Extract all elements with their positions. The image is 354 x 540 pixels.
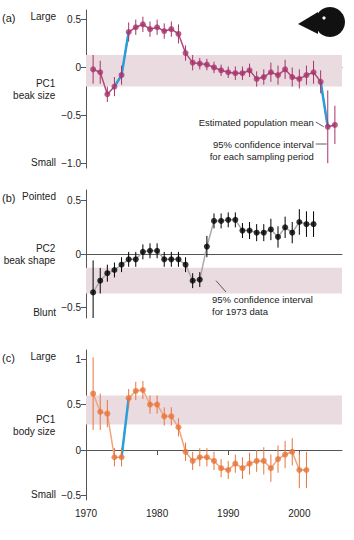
svg-text:Pointed: Pointed — [22, 191, 56, 202]
svg-text:1990: 1990 — [217, 508, 240, 519]
svg-text:Small: Small — [31, 489, 56, 500]
svg-text:1: 1 — [75, 354, 81, 365]
svg-text:(b): (b) — [2, 192, 15, 204]
svg-text:0: 0 — [75, 62, 81, 73]
svg-text:2000: 2000 — [288, 508, 311, 519]
svg-text:95% confidence interval: 95% confidence interval — [212, 294, 313, 305]
svg-text:for each sampling period: for each sampling period — [210, 151, 314, 162]
svg-text:−0.5: −0.5 — [61, 110, 81, 121]
svg-text:0: 0 — [75, 249, 81, 260]
svg-text:Small: Small — [31, 157, 56, 168]
svg-text:1970: 1970 — [75, 508, 98, 519]
svg-text:95% confidence interval: 95% confidence interval — [213, 139, 314, 150]
svg-text:PC1: PC1 — [36, 78, 56, 89]
svg-text:−1.0: −1.0 — [61, 158, 81, 169]
svg-text:−0.5: −0.5 — [61, 302, 81, 313]
svg-text:Large: Large — [30, 351, 56, 362]
svg-text:Estimated population mean: Estimated population mean — [199, 117, 314, 128]
svg-text:for 1973 data: for 1973 data — [212, 306, 269, 317]
svg-text:PC2: PC2 — [36, 243, 56, 254]
svg-text:0: 0 — [75, 445, 81, 456]
svg-text:beak size: beak size — [13, 90, 56, 101]
svg-text:Blunt: Blunt — [33, 307, 56, 318]
svg-text:beak shape: beak shape — [4, 255, 56, 266]
svg-text:(a): (a) — [2, 12, 15, 24]
svg-text:body size: body size — [13, 426, 56, 437]
svg-text:(c): (c) — [2, 352, 15, 364]
svg-text:0.5: 0.5 — [67, 14, 81, 25]
svg-text:−0.5: −0.5 — [61, 490, 81, 501]
svg-text:0.5: 0.5 — [67, 195, 81, 206]
svg-text:0.5: 0.5 — [67, 399, 81, 410]
svg-text:Large: Large — [30, 11, 56, 22]
svg-text:PC1: PC1 — [36, 414, 56, 425]
svg-text:1980: 1980 — [146, 508, 169, 519]
